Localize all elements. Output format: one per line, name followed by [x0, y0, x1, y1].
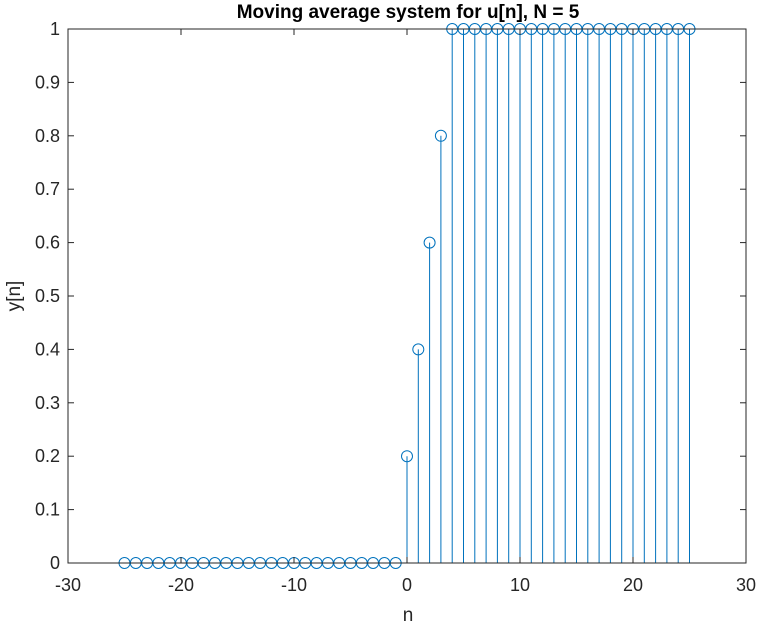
- x-tick-label: -10: [281, 575, 307, 595]
- x-axis-ticks: -30 -20 -10 0 10 20 30: [55, 29, 756, 595]
- y-tick-label: 0.3: [35, 393, 60, 413]
- x-tick-label: 30: [736, 575, 756, 595]
- x-tick-label: 10: [510, 575, 530, 595]
- stem-marker: [401, 450, 413, 463]
- y-tick-label: 0.8: [35, 126, 60, 146]
- stems-layer: [118, 23, 696, 569]
- stem-marker: [412, 343, 425, 356]
- y-tick-label: 0.2: [35, 446, 60, 466]
- y-tick-label: 0.5: [35, 286, 60, 306]
- y-tick-label: 0.4: [35, 339, 60, 359]
- x-tick-label: -30: [55, 575, 81, 595]
- stem-marker: [423, 236, 436, 249]
- y-tick-label: 0.1: [35, 500, 60, 520]
- y-axis-ticks: 0 0.1 0.2 0.3 0.4 0.5 0.6 0.7 0.8 0.9 1: [35, 19, 746, 573]
- y-tick-label: 0.9: [35, 72, 60, 92]
- x-tick-label: 0: [402, 575, 412, 595]
- y-tick-label: 0.6: [35, 233, 60, 253]
- x-tick-label: -20: [168, 575, 194, 595]
- x-tick-label: 20: [623, 575, 643, 595]
- y-tick-label: 0: [50, 553, 60, 573]
- x-axis-label: n: [403, 605, 414, 625]
- y-axis-label: y[n]: [4, 281, 25, 312]
- y-tick-label: 1: [50, 19, 60, 39]
- stem-marker: [434, 129, 447, 142]
- chart-title: Moving average system for u[n], N = 5: [237, 2, 580, 23]
- y-tick-label: 0.7: [35, 179, 60, 199]
